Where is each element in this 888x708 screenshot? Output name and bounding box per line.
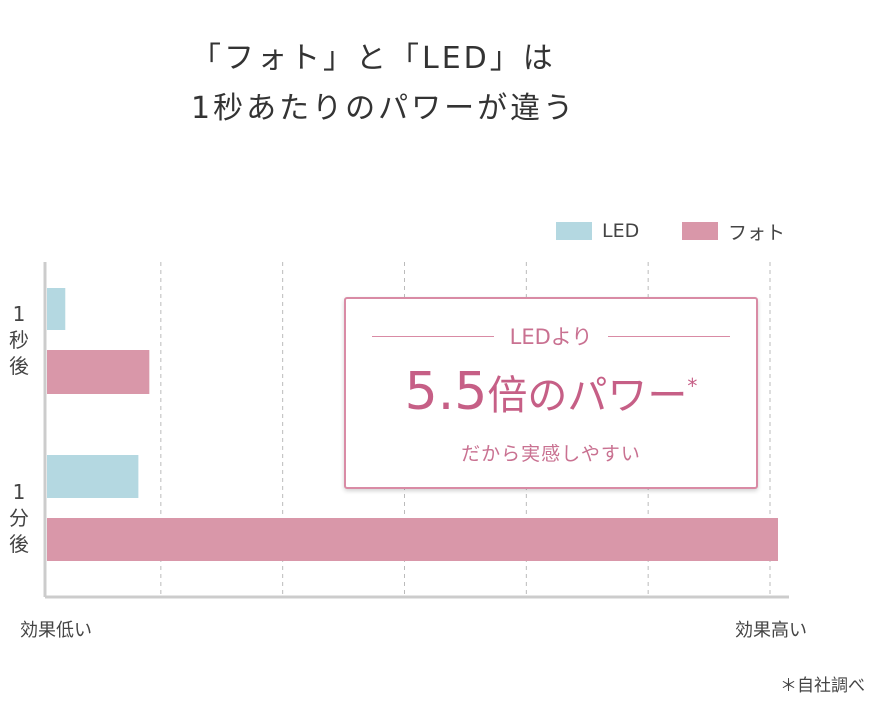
- legend-label-foto: フォト: [728, 221, 786, 244]
- footnote: ＊自社調べ: [780, 676, 865, 696]
- y-category-label-1m: 1 分 後: [8, 479, 30, 557]
- callout-asterisk: *: [687, 374, 698, 398]
- chart-title-line-2: 1秒あたりのパワーが違う: [191, 91, 577, 126]
- legend-label-led: LED: [602, 220, 640, 242]
- bar-led-2: [47, 455, 139, 498]
- bar-foto-1: [47, 350, 150, 394]
- chart-title-line-1: 「フォト」と「LED」は: [191, 41, 556, 76]
- callout-divider-right: [608, 335, 730, 337]
- bars: [47, 288, 778, 561]
- y-category-label-char: 秒: [9, 328, 29, 352]
- bar-led-1: [47, 288, 66, 330]
- y-category-label-char: 1: [12, 302, 26, 326]
- y-category-label-char: 分: [9, 506, 29, 530]
- legend-swatch-foto: [682, 222, 718, 240]
- callout-headline: 5.5倍のパワー*: [346, 357, 756, 439]
- y-category-label-char: 後: [9, 532, 29, 556]
- chart-title: 「フォト」と「LED」は 1秒あたりのパワーが違う: [191, 34, 576, 134]
- callout-power-text: 倍のパワー: [487, 373, 688, 419]
- callout-divider-left: [372, 335, 494, 337]
- y-category-label-char: 後: [9, 354, 29, 378]
- x-axis-label-low: 効果低い: [20, 620, 92, 641]
- callout-multiplier: 5.5: [404, 362, 488, 422]
- comparison-callout: LEDより 5.5倍のパワー* だから実感しやすい: [344, 297, 758, 489]
- y-category-label-char: 1: [12, 480, 26, 504]
- callout-header: LEDより: [372, 321, 730, 351]
- callout-top-text: LEDより: [509, 325, 593, 349]
- legend-item-led: LED: [556, 219, 639, 243]
- legend-item-foto: フォト: [682, 219, 786, 244]
- x-axis-label-high: 効果高い: [735, 620, 807, 641]
- y-category-label-1s: 1 秒 後: [8, 301, 30, 379]
- callout-subtext: だから実感しやすい: [461, 443, 641, 465]
- bar-foto-2: [47, 518, 778, 561]
- legend-swatch-led: [556, 222, 592, 240]
